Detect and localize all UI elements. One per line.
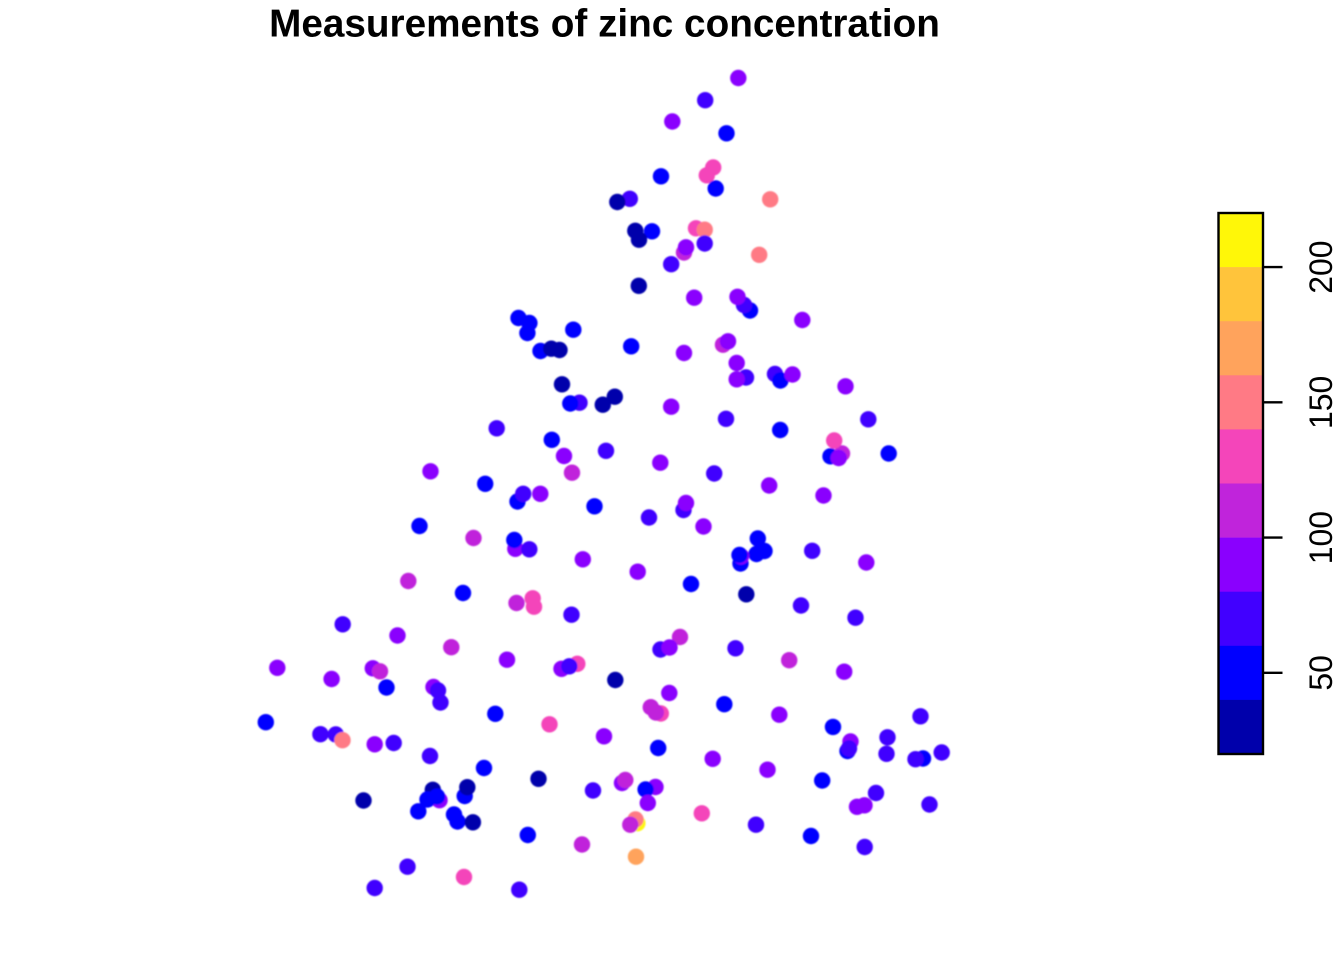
- svg-text:100: 100: [1303, 511, 1339, 564]
- svg-text:50: 50: [1303, 655, 1339, 691]
- svg-text:200: 200: [1303, 240, 1339, 293]
- svg-text:150: 150: [1303, 376, 1339, 429]
- svg-text:Measurements of zinc concentra: Measurements of zinc concentration: [269, 3, 940, 46]
